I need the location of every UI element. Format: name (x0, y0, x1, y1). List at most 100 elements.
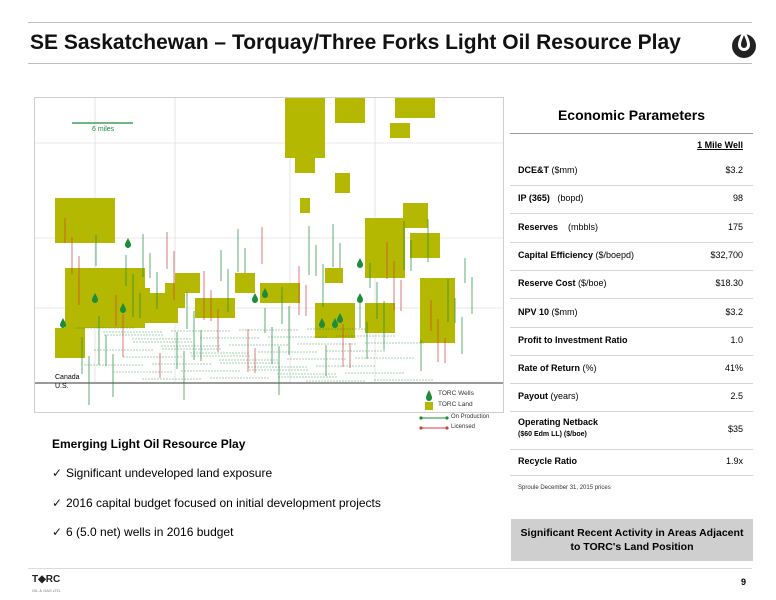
land-parcel (120, 288, 150, 323)
economic-row-label: Operating Netback (518, 417, 599, 427)
torc-well-marker (120, 303, 126, 313)
economic-parameters-title: Economic Parameters (510, 97, 753, 134)
economic-row-label: Profit to Investment Ratio (518, 335, 628, 345)
torc-well-marker (262, 288, 268, 298)
land-parcel (335, 98, 365, 123)
well-legend-icon (426, 390, 432, 401)
economic-row-value: $18.30 (715, 278, 743, 288)
land-parcel (420, 278, 455, 343)
economic-row-label: Recycle Ratio (518, 456, 578, 466)
economic-row-value: $3.2 (725, 165, 743, 175)
economic-row-label: IP (365) (bopd) (518, 193, 584, 203)
callout-line-2: to TORC's Land Position (570, 541, 694, 553)
economic-row: IP (365) (bopd) 98 (510, 185, 753, 214)
legend-licensed: Licensed (451, 424, 476, 430)
map-legend: TORC Wells TORC Land (421, 388, 491, 412)
land-parcel (403, 203, 428, 228)
oil-drop-logo-icon (732, 29, 756, 58)
land-parcel (295, 158, 315, 173)
land-parcel (325, 268, 343, 283)
checkmark-icon: ✓ (52, 496, 63, 510)
torc-well-marker (252, 293, 258, 303)
page-title: SE Saskatchewan – Torquay/Three Forks Li… (30, 31, 681, 54)
economic-row-value: 175 (727, 222, 743, 232)
economic-row-value: 1.0 (730, 335, 743, 345)
torc-well-marker (357, 293, 363, 303)
us-label: U.S. (55, 383, 69, 390)
economic-row: Rate of Return (%) 41% (510, 355, 753, 384)
bullet-item: ✓ 2016 capital budget focused on initial … (52, 496, 381, 510)
economic-row: NPV 10 ($mm) $3.2 (510, 298, 753, 328)
legend-torc-land: TORC Land (438, 401, 473, 408)
title-top-rule (28, 22, 752, 23)
economic-row-label: Reserve Cost ($/boe) (518, 278, 607, 288)
activity-callout: Significant Recent Activity in Areas Adj… (511, 519, 753, 561)
footer-logo-subtitle: OIL & GAS LTD. (32, 588, 62, 593)
torc-well-marker (332, 318, 338, 328)
land-parcel (365, 303, 395, 333)
economic-row-value: 2.5 (730, 391, 743, 401)
land-legend-swatch (425, 402, 433, 410)
page-number: 9 (741, 577, 747, 587)
economic-row-label: Capital Efficiency ($/boepd) (518, 250, 635, 260)
well-status-legend: On Production Licensed (419, 413, 503, 435)
footer-rule (28, 568, 752, 569)
economic-row: Recycle Ratio 1.9x (510, 449, 753, 476)
land-parcel (55, 328, 85, 358)
economic-row-label: NPV 10 ($mm) (518, 307, 578, 317)
economic-row: Capital Efficiency ($/boepd) $32,700 (510, 242, 753, 271)
torc-well-marker (125, 238, 131, 248)
land-parcel (285, 98, 325, 158)
economic-row: Profit to Investment Ratio 1.0 (510, 327, 753, 356)
land-parcel (390, 123, 410, 138)
legend-on-production: On Production (451, 414, 490, 420)
land-parcel (300, 198, 310, 213)
torc-well-marker (92, 293, 98, 303)
canada-label: Canada (55, 374, 80, 381)
column-header-1-mile-well: 1 Mile Well (697, 140, 743, 150)
economic-row-value: 1.9x (725, 456, 743, 466)
callout-line-1: Significant Recent Activity in Areas Adj… (520, 527, 744, 539)
economic-parameters-table: Economic Parameters 1 Mile Well DCE&T ($… (510, 97, 753, 496)
price-deck-note: Sproule December 31, 2015 prices (518, 485, 611, 491)
land-parcel (395, 98, 435, 118)
land-parcel (335, 173, 350, 193)
land-parcel (410, 233, 440, 258)
economic-row-label: Reserves (mbbls) (518, 222, 599, 232)
economic-row-value: $35 (727, 424, 743, 434)
legend-torc-wells: TORC Wells (438, 390, 474, 397)
economic-row-value: $3.2 (725, 307, 743, 317)
title-bottom-rule (28, 63, 752, 64)
economic-row-label: DCE&T ($mm) (518, 165, 578, 175)
footer-logo: T◆RC (32, 574, 61, 585)
torc-well-marker (357, 258, 363, 268)
torc-well-marker (60, 318, 66, 328)
economic-row: Reserves (mbbls) 175 (510, 213, 753, 243)
economic-row-label: Payout (years) (518, 391, 579, 401)
land-parcel (260, 283, 300, 303)
economic-row: Operating Netback ($60 Edm LL) ($/boe) $35 (510, 411, 753, 450)
land-parcel (195, 298, 235, 318)
torc-well-marker (337, 313, 343, 323)
land-parcel (380, 258, 405, 278)
scale-label: 6 miles (92, 126, 115, 133)
land-map: Canada U.S. 6 miles TORC Wells TORC Land (34, 97, 504, 413)
economic-row: Payout (years) 2.5 (510, 383, 753, 412)
checkmark-icon: ✓ (52, 466, 63, 480)
economic-row: Reserve Cost ($/boe) $18.30 (510, 270, 753, 299)
economic-row-label: Rate of Return (%) (518, 363, 597, 373)
bullet-item: ✓ 6 (5.0 net) wells in 2016 budget (52, 525, 234, 539)
economic-row: DCE&T ($mm) $3.2 (510, 157, 753, 186)
land-parcel (55, 198, 115, 243)
checkmark-icon: ✓ (52, 525, 63, 539)
land-parcel (235, 273, 255, 293)
play-heading: Emerging Light Oil Resource Play (52, 437, 246, 451)
economic-row-sublabel: ($60 Edm LL) ($/boe) (518, 431, 587, 438)
economic-row-value: $32,700 (710, 250, 743, 260)
economic-row-value: 41% (724, 363, 743, 373)
land-map-graphic (35, 98, 503, 405)
land-parcel (175, 273, 200, 293)
economic-row-value: 98 (732, 193, 743, 203)
torc-well-marker (319, 318, 325, 328)
bullet-item: ✓ Significant undeveloped land exposure (52, 466, 273, 480)
